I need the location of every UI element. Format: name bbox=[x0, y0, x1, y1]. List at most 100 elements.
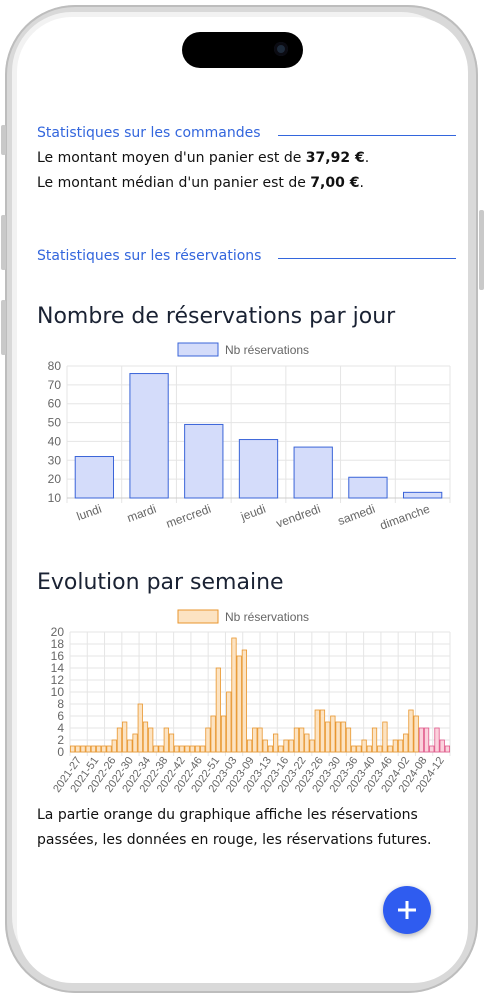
x-tick-label: jeudi bbox=[238, 502, 268, 524]
add-button[interactable] bbox=[383, 886, 431, 934]
past-bar bbox=[403, 733, 409, 753]
y-tick-label: 60 bbox=[48, 397, 62, 411]
past-bar bbox=[397, 739, 404, 753]
y-tick-label: 80 bbox=[48, 359, 62, 373]
past-bar bbox=[168, 733, 175, 753]
past-bar bbox=[377, 745, 383, 753]
past-bar bbox=[226, 691, 232, 753]
bar-vendredi bbox=[293, 446, 333, 499]
y-tick-label: 30 bbox=[48, 453, 62, 467]
bar-jeudi bbox=[238, 439, 279, 499]
bar-dimanche bbox=[402, 491, 443, 499]
past-bar bbox=[90, 745, 97, 753]
y-tick-label: 20 bbox=[48, 472, 62, 486]
past-bar bbox=[101, 745, 107, 753]
past-bar bbox=[283, 739, 289, 753]
past-bar bbox=[106, 745, 112, 753]
y-tick-label: 14 bbox=[51, 661, 65, 675]
past-bar bbox=[351, 745, 357, 753]
past-bar bbox=[236, 655, 242, 753]
legend-swatch bbox=[177, 609, 219, 624]
y-tick-label: 20 bbox=[51, 625, 65, 639]
past-bar bbox=[153, 745, 159, 753]
y-tick-label: 10 bbox=[48, 491, 62, 505]
past-bar bbox=[69, 745, 76, 753]
x-tick-label: lundi bbox=[75, 502, 104, 524]
mean-basket-stat: Le montant moyen d'un panier est de 37,9… bbox=[37, 150, 369, 166]
legend-swatch bbox=[177, 342, 219, 357]
past-bar bbox=[215, 667, 221, 753]
median-basket-label: Le montant médian d'un panier est de bbox=[37, 175, 311, 191]
past-bar bbox=[179, 745, 185, 753]
past-bar bbox=[273, 733, 279, 753]
future-bar bbox=[429, 745, 435, 753]
past-bar bbox=[325, 721, 331, 753]
past-bar bbox=[366, 745, 372, 753]
future-bar bbox=[444, 745, 451, 753]
past-bar bbox=[137, 703, 143, 753]
past-bar bbox=[278, 745, 284, 753]
reservations-by-week-title: Evolution par semaine bbox=[37, 570, 284, 595]
past-bar bbox=[293, 727, 300, 753]
past-bar bbox=[200, 745, 206, 753]
x-tick-label: mercredi bbox=[164, 502, 213, 531]
mean-basket-label: Le montant moyen d'un panier est de bbox=[37, 150, 306, 166]
median-basket-suffix: . bbox=[359, 175, 364, 191]
past-bar bbox=[122, 721, 128, 753]
x-tick-label: dimanche bbox=[378, 502, 432, 533]
past-bar bbox=[80, 745, 86, 753]
reservations-by-day-title: Nombre de réservations par jour bbox=[37, 304, 396, 329]
past-bar bbox=[205, 727, 211, 753]
past-bar bbox=[356, 745, 362, 753]
past-bar bbox=[163, 727, 169, 753]
bar-samedi bbox=[348, 476, 388, 499]
y-tick-label: 4 bbox=[57, 721, 64, 735]
past-bar bbox=[257, 727, 263, 753]
y-tick-label: 8 bbox=[57, 697, 64, 711]
past-bar bbox=[382, 721, 388, 753]
y-tick-label: 16 bbox=[51, 649, 65, 663]
y-tick-label: 6 bbox=[57, 709, 64, 723]
past-bar bbox=[304, 733, 310, 753]
orders-section-divider bbox=[278, 135, 456, 136]
phone-side-button bbox=[1, 300, 6, 355]
past-bar bbox=[96, 745, 102, 753]
past-bar bbox=[158, 745, 164, 753]
mean-basket-value: 37,92 € bbox=[305, 150, 365, 166]
past-bar bbox=[345, 727, 352, 753]
past-bar bbox=[75, 745, 81, 753]
x-tick-label: samedi bbox=[336, 502, 377, 528]
bar-mercredi bbox=[184, 423, 224, 499]
orders-section-title: Statistiques sur les commandes bbox=[37, 125, 261, 141]
future-bar bbox=[418, 727, 424, 753]
bar-lundi bbox=[74, 456, 115, 499]
past-bar bbox=[132, 733, 138, 753]
y-tick-label: 50 bbox=[48, 416, 62, 430]
reservations-section-divider bbox=[278, 258, 456, 259]
legend-label: Nb réservations bbox=[225, 610, 309, 624]
past-bar bbox=[220, 715, 227, 753]
legend-label: Nb réservations bbox=[225, 343, 309, 357]
y-tick-label: 2 bbox=[57, 733, 64, 747]
past-bar bbox=[210, 715, 216, 753]
y-tick-label: 0 bbox=[57, 745, 64, 759]
past-bar bbox=[314, 709, 320, 753]
median-basket-value: 7,00 € bbox=[310, 175, 360, 191]
mean-basket-suffix: . bbox=[364, 150, 370, 166]
y-tick-label: 18 bbox=[51, 637, 65, 651]
past-bar bbox=[413, 715, 419, 753]
past-bar bbox=[335, 721, 341, 753]
future-bar bbox=[434, 727, 440, 753]
past-bar bbox=[299, 727, 305, 753]
past-bar bbox=[116, 727, 123, 753]
chart-explanation-note: La partie orange du graphique affiche le… bbox=[37, 807, 432, 848]
past-bar bbox=[246, 739, 253, 753]
past-bar bbox=[111, 739, 117, 753]
past-bar bbox=[127, 739, 133, 753]
past-bar bbox=[142, 721, 149, 753]
phone-screen bbox=[17, 17, 468, 983]
past-bar bbox=[319, 709, 326, 753]
past-bar bbox=[408, 709, 414, 753]
reservations-section-title: Statistiques sur les réservations bbox=[37, 248, 262, 264]
phone-side-button bbox=[479, 210, 484, 290]
